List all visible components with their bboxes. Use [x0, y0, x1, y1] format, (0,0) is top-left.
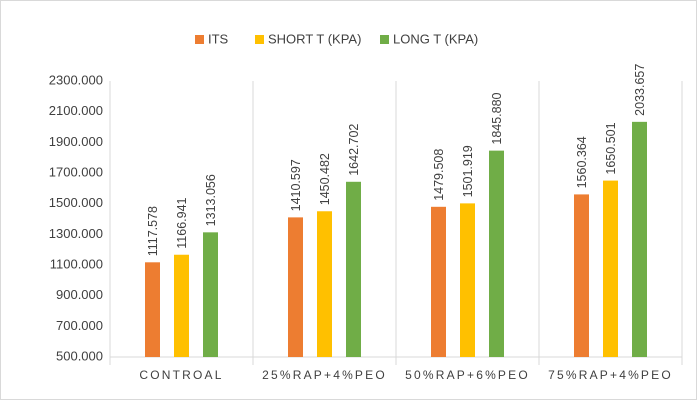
data-label: 1642.702 [347, 124, 361, 176]
y-tick-label: 900.000 [56, 287, 103, 302]
x-tick-label: CONTROAL [139, 368, 223, 382]
data-label: 1479.508 [432, 149, 446, 201]
data-label: 2033.657 [633, 64, 647, 116]
data-label: 1560.364 [575, 136, 589, 188]
bar [346, 181, 361, 357]
bar [203, 232, 218, 357]
data-label: 1501.919 [461, 145, 475, 197]
bar [603, 180, 618, 357]
bar [460, 203, 475, 357]
data-label: 1650.501 [604, 122, 618, 174]
legend-swatch [255, 35, 264, 44]
bar [489, 150, 504, 357]
data-label: 1117.578 [146, 206, 160, 256]
x-tick-label: 25%RAP+4%PEO [262, 368, 387, 382]
y-tick-label: 2100.000 [49, 103, 103, 118]
x-tick-label: 75%RAP+4%PEO [548, 368, 673, 382]
legend-label: LONG T (KPA) [393, 31, 478, 46]
y-tick-label: 1300.000 [49, 226, 103, 241]
bar [174, 254, 189, 357]
data-label: 1313.056 [204, 174, 218, 226]
data-label: 1450.482 [318, 153, 332, 205]
bar [288, 217, 303, 357]
y-tick-label: 1700.000 [49, 164, 103, 179]
y-tick-label: 1100.000 [50, 256, 103, 271]
y-tick-label: 1500.000 [49, 195, 103, 210]
legend-label: ITS [208, 31, 229, 46]
data-label: 1166.941 [175, 197, 189, 248]
data-label: 1410.597 [289, 159, 303, 211]
bar [431, 206, 446, 357]
legend-label: SHORT T (KPA) [268, 31, 361, 46]
y-tick-label: 700.000 [56, 318, 103, 333]
y-tick-label: 2300.000 [49, 72, 103, 87]
x-tick-label: 50%RAP+6%PEO [405, 368, 530, 382]
legend-swatch [380, 35, 389, 44]
bar [145, 262, 160, 357]
data-label: 1845.880 [490, 92, 504, 144]
bar [317, 211, 332, 357]
bar [632, 121, 647, 357]
legend-swatch [195, 35, 204, 44]
y-tick-label: 1900.000 [49, 134, 103, 149]
y-tick-label: 500.000 [56, 348, 103, 363]
bar [574, 194, 589, 357]
